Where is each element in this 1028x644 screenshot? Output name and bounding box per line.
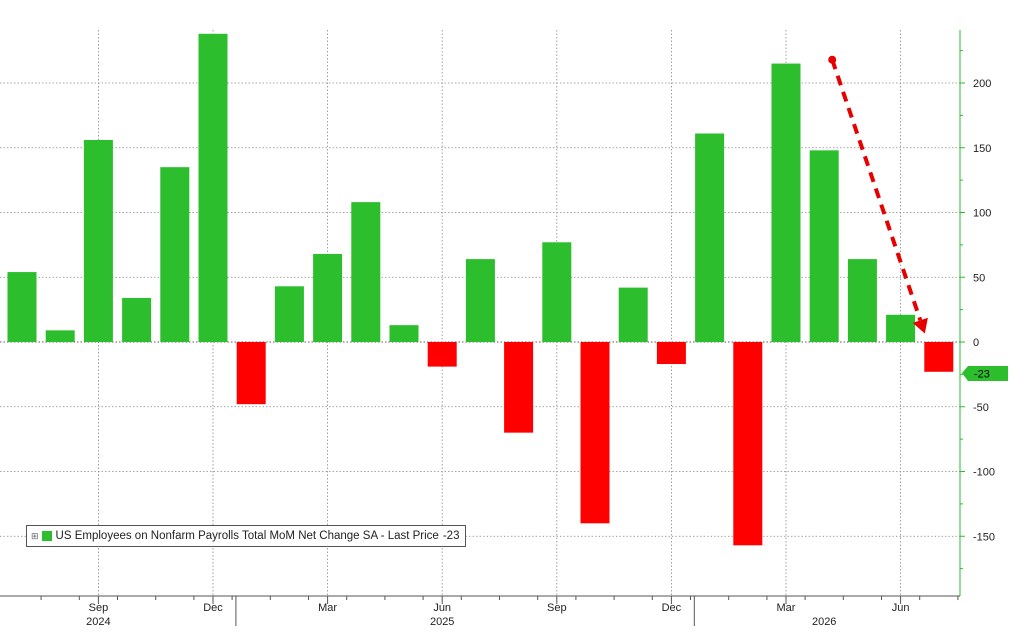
bar [427, 342, 457, 367]
bar [83, 139, 113, 342]
bar [656, 342, 686, 365]
bar [236, 342, 266, 405]
bar [465, 259, 495, 342]
last-price-tag-label: -23 [974, 369, 990, 381]
x-year-label: 2026 [812, 616, 836, 628]
bar [7, 272, 37, 342]
x-tick-label: Sep [89, 602, 109, 614]
bar [389, 325, 419, 342]
x-tick-label: Dec [203, 602, 223, 614]
bar [771, 63, 801, 342]
bar [45, 330, 75, 342]
bar [886, 314, 916, 342]
last-price-tag: -23 [962, 366, 1008, 381]
bar-series [7, 33, 954, 546]
legend-expand-icon[interactable]: ⊞ [31, 530, 39, 541]
x-tick-label: Jun [433, 602, 451, 614]
x-year-label: 2025 [430, 616, 454, 628]
legend-swatch [41, 531, 52, 541]
bar [924, 342, 954, 372]
x-tick-label: Mar [777, 602, 796, 614]
bar [809, 150, 839, 342]
y-tick-label: 50 [973, 272, 985, 284]
bar [542, 242, 572, 342]
arrow-shaft [830, 59, 923, 321]
arrow-head [912, 317, 928, 334]
y-axis: 200 150 100 50 0 -50 -100 -150 [959, 30, 995, 596]
y-tick-label: 100 [973, 208, 991, 220]
y-tick-label: -50 [973, 402, 989, 414]
bar [733, 342, 763, 546]
trend-arrow-annotation [828, 55, 928, 334]
x-tick-label: Dec [662, 602, 682, 614]
x-tick-label: Jun [892, 602, 910, 614]
x-axis: Sep Dec Mar Jun Sep Dec Mar Jun 2024 2025 2026 [0, 595, 960, 628]
y-tick-label: -100 [973, 467, 995, 479]
x-year-label: 2024 [86, 616, 110, 628]
bar [274, 286, 304, 342]
bar [160, 167, 190, 342]
y-tick-label: -150 [973, 531, 995, 543]
bar [122, 297, 152, 342]
x-tick-label: Mar [318, 602, 337, 614]
bar [198, 33, 228, 342]
y-tick-label: 0 [973, 337, 979, 349]
bar [313, 253, 343, 342]
legend-label: US Employees on Nonfarm Payrolls Total M… [55, 530, 439, 542]
bar [351, 202, 381, 342]
y-tick-label: 200 [973, 78, 991, 90]
bar [695, 133, 725, 342]
y-tick-label: 150 [973, 143, 991, 155]
bar [580, 342, 610, 524]
bar [847, 259, 877, 342]
legend-value: -23 [442, 530, 460, 542]
chart-legend: ⊞ US Employees on Nonfarm Payrolls Total… [26, 525, 467, 547]
last-price-tag-shape [962, 366, 1008, 381]
bar [618, 287, 648, 342]
bar [504, 342, 534, 433]
x-tick-label: Sep [547, 602, 567, 614]
